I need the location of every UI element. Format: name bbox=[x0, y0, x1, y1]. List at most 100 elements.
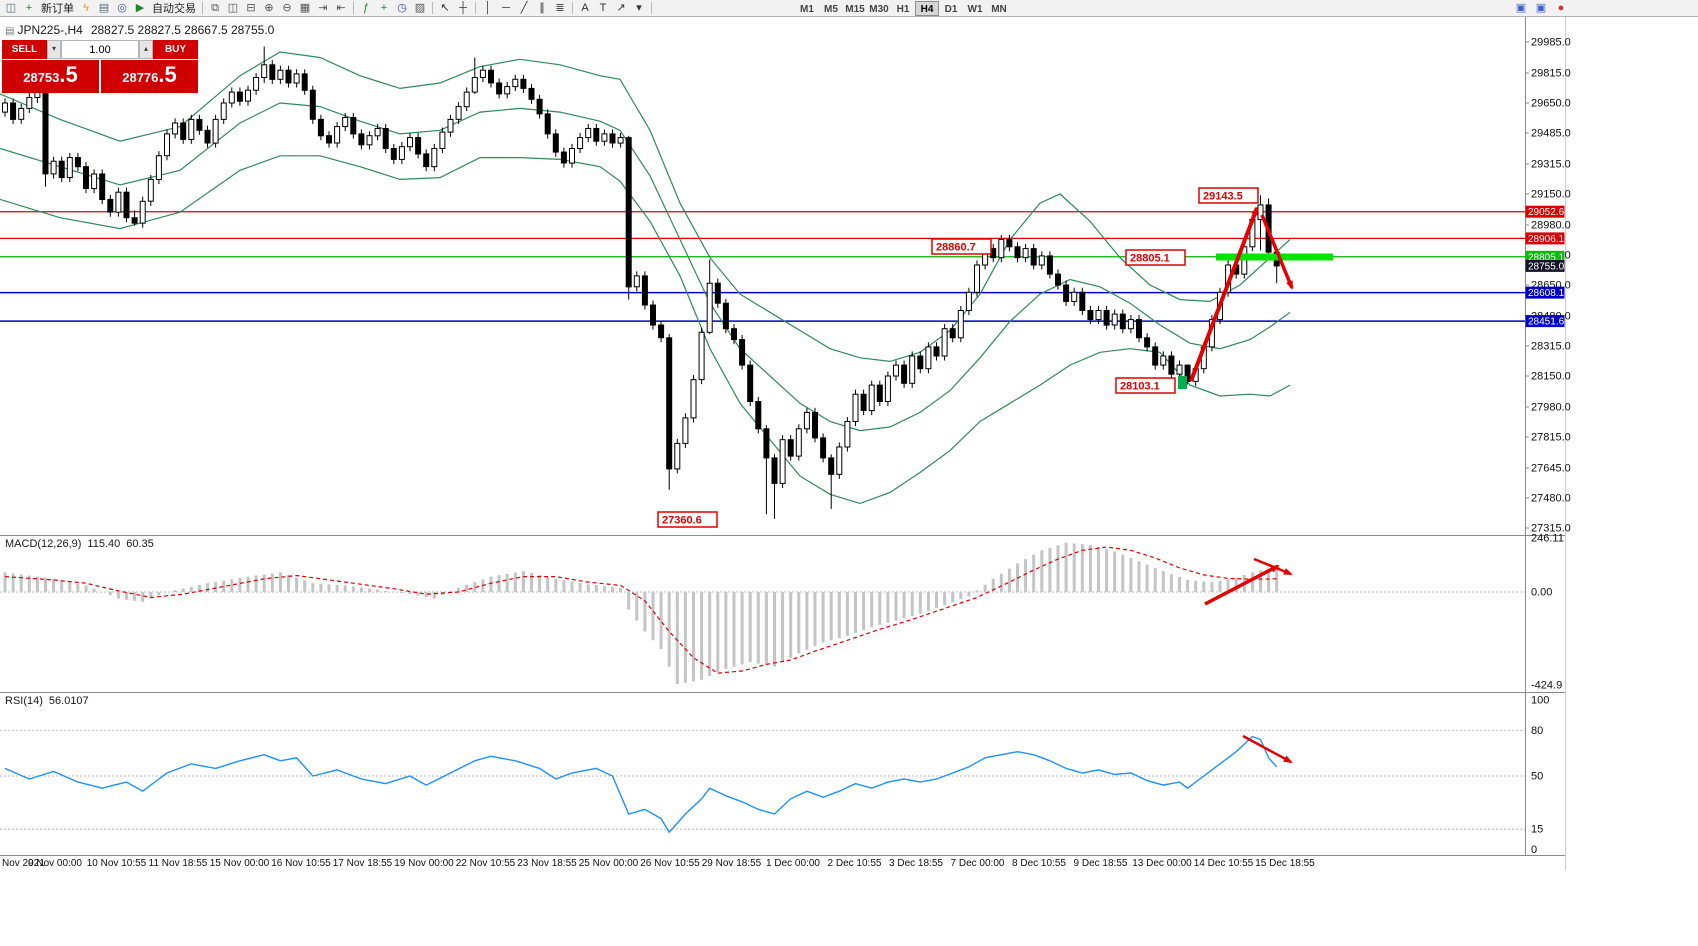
svg-text:17 Nov 18:55: 17 Nov 18:55 bbox=[333, 858, 393, 869]
arrows-icon[interactable]: ↗ bbox=[616, 1, 626, 14]
templates-icon[interactable]: ▨ bbox=[414, 1, 426, 14]
rsi-down-arrow[interactable] bbox=[1242, 734, 1293, 764]
svg-text:29650.0: 29650.0 bbox=[1531, 97, 1571, 109]
timeframe-h4[interactable]: H4 bbox=[915, 0, 939, 16]
lightning-icon[interactable]: ϟ bbox=[83, 1, 89, 14]
svg-text:29315.0: 29315.0 bbox=[1531, 158, 1571, 170]
cursor-icon[interactable]: ↖ bbox=[440, 1, 450, 14]
buy-price-main: 28776 bbox=[122, 70, 159, 85]
svg-text:-424.9: -424.9 bbox=[1531, 680, 1562, 692]
chart-list-icon[interactable]: ▤ bbox=[98, 1, 110, 14]
tile-horizontal-icon[interactable]: ⊟ bbox=[246, 1, 256, 14]
svg-text:28150.0: 28150.0 bbox=[1531, 371, 1571, 383]
svg-text:3 Dec 18:55: 3 Dec 18:55 bbox=[889, 858, 943, 869]
chart-window-icon[interactable]: ◫ bbox=[5, 1, 17, 14]
buy-price-frac: .5 bbox=[158, 62, 177, 87]
periods-clock-icon[interactable]: ◷ bbox=[397, 1, 407, 14]
svg-text:29815.0: 29815.0 bbox=[1531, 67, 1571, 79]
zoom-in-icon[interactable]: ⊕ bbox=[264, 1, 274, 14]
chat-icon[interactable]: ▣ bbox=[1515, 2, 1527, 14]
tile-vertical-icon[interactable]: ◫ bbox=[227, 1, 239, 14]
svg-text:16 Nov 10:55: 16 Nov 10:55 bbox=[271, 858, 331, 869]
toolbar-gap bbox=[655, 8, 795, 9]
svg-text:29143.5: 29143.5 bbox=[1203, 191, 1243, 203]
macd-up-arrow[interactable] bbox=[1204, 564, 1280, 606]
price-axis[interactable]: 29985.0 29815.0 29650.0 29485.0 29315.0 29150… bbox=[1525, 37, 1571, 857]
chart-objects[interactable] bbox=[1178, 253, 1333, 390]
indicator-add-icon[interactable]: + bbox=[380, 1, 388, 14]
volume-decrease-button[interactable]: ▾ bbox=[47, 40, 61, 59]
buy-price[interactable]: 28776.5 bbox=[101, 60, 198, 93]
zoom-out-icon[interactable]: ⊖ bbox=[282, 1, 292, 14]
svg-text:27645.0: 27645.0 bbox=[1531, 462, 1571, 474]
sell-price-main: 28753 bbox=[23, 70, 60, 85]
alert-badge-icon[interactable]: ● bbox=[1557, 2, 1565, 14]
community-icon[interactable]: ▣ bbox=[1535, 2, 1547, 14]
timeframe-h1[interactable]: H1 bbox=[896, 3, 910, 15]
dropdown-arrow-icon[interactable]: ▾ bbox=[636, 1, 642, 14]
indicators-icon[interactable]: ƒ bbox=[362, 1, 370, 14]
svg-text:13 Dec 00:00: 13 Dec 00:00 bbox=[1132, 858, 1192, 869]
auto-trading-button[interactable]: 自动交易 bbox=[152, 3, 196, 15]
cascade-windows-icon[interactable]: ⧉ bbox=[211, 1, 219, 14]
svg-text:15 Dec 18:55: 15 Dec 18:55 bbox=[1255, 858, 1315, 869]
svg-text:28755.0: 28755.0 bbox=[1528, 261, 1565, 272]
globe-icon[interactable]: ◎ bbox=[117, 1, 127, 14]
chart-shift-icon[interactable]: ⇤ bbox=[336, 1, 346, 14]
trend-arrows[interactable] bbox=[1189, 206, 1294, 764]
svg-text:10 Nov 10:55: 10 Nov 10:55 bbox=[87, 858, 147, 869]
timeframe-d1[interactable]: D1 bbox=[944, 3, 958, 15]
new-order-button[interactable]: 新订单 bbox=[41, 3, 74, 15]
volume-input[interactable] bbox=[61, 40, 139, 59]
chart-frame bbox=[0, 0, 1566, 870]
timeframe-w1[interactable]: W1 bbox=[967, 3, 983, 15]
svg-text:50: 50 bbox=[1531, 771, 1543, 783]
toolbar-separator bbox=[651, 2, 652, 14]
volume-increase-button[interactable]: ▴ bbox=[139, 40, 153, 59]
candles bbox=[2, 46, 1280, 519]
horizontal-line-icon[interactable]: ─ bbox=[502, 1, 510, 14]
buy-button[interactable]: BUY bbox=[153, 40, 198, 59]
macd-down-arrow[interactable] bbox=[1253, 557, 1293, 576]
fibonacci-icon[interactable]: ≣ bbox=[555, 1, 565, 14]
autotrade-play-icon[interactable]: ▶ bbox=[135, 1, 145, 14]
text-icon[interactable]: A bbox=[581, 1, 589, 14]
svg-text:Nov 2021: Nov 2021 bbox=[2, 858, 45, 869]
price-callouts[interactable]: 29143.5 28860.7 28805.1 28103.1 27360.6 bbox=[657, 187, 1259, 528]
auto-scroll-icon[interactable]: ⇥ bbox=[318, 1, 328, 14]
timeframe-m5[interactable]: M5 bbox=[824, 3, 838, 15]
macd-signal-value: 60.35 bbox=[126, 538, 154, 550]
svg-text:19 Nov 00:00: 19 Nov 00:00 bbox=[394, 858, 454, 869]
timeframe-m30[interactable]: M30 bbox=[869, 3, 889, 15]
text-label-icon[interactable]: T bbox=[599, 1, 607, 14]
main-up-arrow[interactable] bbox=[1189, 206, 1259, 382]
timeframe-mn[interactable]: MN bbox=[991, 3, 1007, 15]
svg-text:28805.1: 28805.1 bbox=[1528, 252, 1565, 263]
svg-text:9 Nov 00:00: 9 Nov 00:00 bbox=[28, 858, 82, 869]
toolbar-separator bbox=[572, 2, 573, 14]
sell-price[interactable]: 28753.5 bbox=[2, 60, 99, 93]
symbol-period-label: JPN225-,H4 bbox=[17, 23, 83, 37]
svg-text:26 Nov 10:55: 26 Nov 10:55 bbox=[640, 858, 700, 869]
macd-main-value: 115.40 bbox=[87, 538, 121, 550]
chart-title: ▤ JPN225-,H4 28827.5 28827.5 28667.5 28755… bbox=[5, 23, 274, 37]
sell-price-frac: .5 bbox=[59, 62, 78, 87]
rsi-label: RSI(14) 56.0107 bbox=[5, 695, 89, 707]
trendline-icon[interactable]: ╱ bbox=[520, 1, 528, 14]
channel-icon[interactable]: ∥ bbox=[539, 1, 545, 14]
svg-text:28906.1: 28906.1 bbox=[1528, 234, 1565, 245]
sell-button[interactable]: SELL bbox=[2, 40, 47, 59]
rsi-panel bbox=[0, 729, 1525, 834]
toolbar-right-icons: ▣ ▣ ● bbox=[1512, 1, 1570, 16]
new-order-plus-icon[interactable]: + bbox=[25, 1, 33, 14]
svg-text:1 Dec 00:00: 1 Dec 00:00 bbox=[766, 858, 820, 869]
timeframe-m15[interactable]: M15 bbox=[845, 3, 865, 15]
svg-text:0.00: 0.00 bbox=[1531, 587, 1552, 599]
crosshair-icon[interactable]: ┼ bbox=[459, 1, 467, 14]
grid-icon[interactable]: ▦ bbox=[299, 1, 311, 14]
main-down-arrow[interactable] bbox=[1260, 214, 1294, 290]
vertical-line-icon[interactable]: │ bbox=[484, 1, 492, 14]
timeframe-m1[interactable]: M1 bbox=[800, 3, 814, 15]
